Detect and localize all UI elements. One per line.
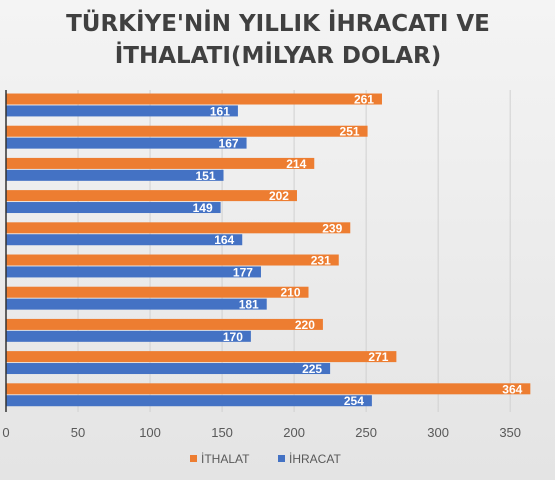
x-tick-label-250: 250 xyxy=(355,425,377,440)
ihracat-value-label-8: 170 xyxy=(223,330,243,344)
x-axis-ticks: 0 50 100 150 200 250 300 350 xyxy=(2,425,521,440)
ihracat-bar-5 xyxy=(6,234,243,246)
ihracat-bar-7 xyxy=(6,298,267,310)
ithalat-value-label-10: 364 xyxy=(502,382,522,396)
ihracat-value-label-6: 177 xyxy=(233,265,253,279)
ithalat-value-label-6: 231 xyxy=(311,254,331,268)
ihracat-bar-2 xyxy=(6,137,247,149)
x-tick-label-200: 200 xyxy=(283,425,305,440)
ithalat-value-label-4: 202 xyxy=(269,189,289,203)
legend-swatch-ithalat xyxy=(190,455,197,462)
ihracat-value-label-5: 164 xyxy=(214,233,234,247)
ihracat-bar-10 xyxy=(6,395,372,407)
ithalat-bar-6 xyxy=(6,254,339,266)
ihracat-bar-9 xyxy=(6,363,331,375)
ihracat-bar-1 xyxy=(6,105,238,117)
ithalat-bar-4 xyxy=(6,190,297,202)
ithalat-bar-9 xyxy=(6,351,397,363)
x-tick-label-300: 300 xyxy=(427,425,449,440)
ithalat-value-label-5: 239 xyxy=(322,221,342,235)
ihracat-value-label-3: 151 xyxy=(195,169,215,183)
ithalat-bar-7 xyxy=(6,286,309,298)
ihracat-value-label-9: 225 xyxy=(302,362,322,376)
ithalat-bar-10 xyxy=(6,383,531,395)
x-tick-label-150: 150 xyxy=(211,425,233,440)
ithalat-bar-3 xyxy=(6,157,315,169)
ihracat-value-label-2: 167 xyxy=(219,137,239,151)
data-labels: 261 251 214 202 239 231 210 220 271 364 161 167 151 1… xyxy=(193,93,523,409)
chart-title-line-2: İTHALATI(MİLYAR DOLAR) xyxy=(115,41,442,69)
ihracat-value-label-10: 254 xyxy=(344,394,364,408)
legend: İTHALAT İHRACAT xyxy=(190,452,341,466)
ithalat-value-label-9: 271 xyxy=(368,350,388,364)
x-tick-label-0: 0 xyxy=(2,425,9,440)
ithalat-bar-1 xyxy=(6,93,382,105)
legend-label-ihracat: İHRACAT xyxy=(289,452,341,466)
ithalat-value-label-8: 220 xyxy=(295,318,315,332)
ithalat-value-label-7: 210 xyxy=(280,286,300,300)
chart-title-line-1: TÜRKİYE'NİN YILLIK İHRACATI VE xyxy=(66,9,490,37)
ihracat-value-label-4: 149 xyxy=(193,201,213,215)
legend-swatch-ihracat xyxy=(278,455,285,462)
ihracat-bar-8 xyxy=(6,330,251,342)
ihracat-bar-6 xyxy=(6,266,261,278)
ithalat-bar-5 xyxy=(6,222,351,234)
ihracat-value-label-1: 161 xyxy=(210,104,230,118)
bars xyxy=(6,93,531,407)
ithalat-bar-8 xyxy=(6,318,323,330)
ithalat-value-label-3: 214 xyxy=(286,157,306,171)
legend-label-ithalat: İTHALAT xyxy=(201,452,250,466)
ithalat-value-label-2: 251 xyxy=(340,125,360,139)
ihracat-bar-4 xyxy=(6,202,221,214)
ithalat-value-label-1: 261 xyxy=(354,93,374,107)
ithalat-bar-2 xyxy=(6,125,368,137)
x-tick-label-100: 100 xyxy=(139,425,161,440)
ihracat-value-label-7: 181 xyxy=(239,298,259,312)
ihracat-bar-3 xyxy=(6,169,224,181)
x-tick-label-50: 50 xyxy=(71,425,85,440)
x-tick-label-350: 350 xyxy=(499,425,521,440)
